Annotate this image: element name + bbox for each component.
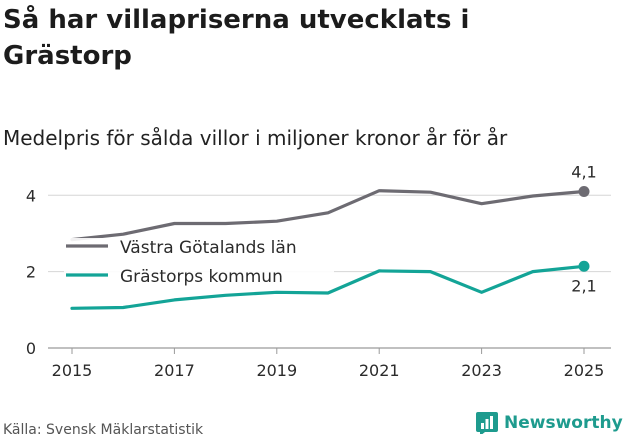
- x-tick-label: 2025: [564, 361, 605, 380]
- end-value-label: 2,1: [571, 276, 596, 295]
- legend-label: Västra Götalands län: [120, 238, 297, 258]
- y-tick-label: 4: [26, 186, 36, 205]
- newsworthy-logo-icon: [476, 412, 498, 434]
- series-end-point: [578, 260, 590, 272]
- legend-label: Grästorps kommun: [120, 267, 283, 287]
- x-tick-label: 2023: [461, 361, 502, 380]
- y-tick-label: 2: [26, 263, 36, 282]
- brand-logo-group: Newsworthy: [476, 410, 623, 436]
- x-tick-label: 2021: [359, 361, 400, 380]
- x-tick-label: 2015: [52, 361, 93, 380]
- y-tick-label: 0: [26, 339, 36, 358]
- series-end-point: [578, 185, 590, 197]
- source-note: Källa: Svensk Mäklarstatistik: [3, 422, 204, 438]
- x-tick-label: 2017: [154, 361, 195, 380]
- series-line-municipality: [70, 264, 586, 310]
- legend-backdrop: [64, 238, 334, 256]
- legend-backdrop: [64, 267, 334, 285]
- brand-name: Newsworthy: [504, 413, 623, 433]
- x-tick-label: 2019: [256, 361, 297, 380]
- chart-subtitle: Medelpris för sålda villor i miljoner kr…: [3, 126, 508, 150]
- chart-title: Så har villapriserna utvecklats i Grästo…: [3, 5, 470, 71]
- end-value-label: 4,1: [571, 162, 596, 181]
- series-line-region: [70, 189, 586, 242]
